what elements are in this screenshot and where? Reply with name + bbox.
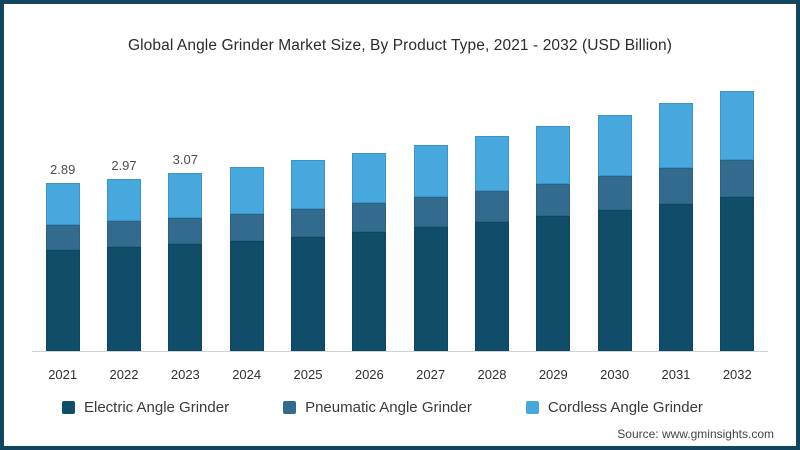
bar-segment-electric-angle-grinder bbox=[536, 216, 571, 351]
bar-segment-pneumatic-angle-grinder bbox=[720, 159, 755, 197]
bar-column-2022: 2.97 bbox=[93, 82, 154, 351]
x-axis-label: 2022 bbox=[109, 367, 139, 382]
bar-segment-cordless-angle-grinder bbox=[229, 167, 264, 214]
x-axis-label: 2027 bbox=[416, 367, 446, 382]
legend: Electric Angle Grinder Pneumatic Angle G… bbox=[62, 399, 703, 416]
stacked-bar-2032 bbox=[720, 90, 755, 351]
bar-segment-cordless-angle-grinder bbox=[720, 90, 755, 160]
x-axis-label: 2032 bbox=[722, 367, 752, 382]
bar-column-2026 bbox=[339, 82, 400, 351]
stacked-bar-2028 bbox=[474, 135, 509, 351]
stacked-bar-2029 bbox=[536, 125, 571, 351]
bar-segment-electric-angle-grinder bbox=[106, 247, 141, 351]
x-axis: 2021 2022 2023 2024 2025 2026 2027 2028 2029 2030… bbox=[32, 367, 768, 382]
legend-item-electric: Electric Angle Grinder bbox=[62, 399, 229, 416]
bar-column-2028 bbox=[461, 82, 522, 351]
bar-segment-cordless-angle-grinder bbox=[597, 114, 632, 177]
bar-segment-cordless-angle-grinder bbox=[290, 160, 325, 209]
bar-segment-pneumatic-angle-grinder bbox=[352, 203, 387, 233]
x-axis-label: 2030 bbox=[600, 367, 630, 382]
x-axis-label: 2029 bbox=[538, 367, 568, 382]
x-axis-label: 2026 bbox=[354, 367, 384, 382]
bar-segment-pneumatic-angle-grinder bbox=[597, 176, 632, 211]
x-axis-label: 2024 bbox=[232, 367, 262, 382]
bar-segment-cordless-angle-grinder bbox=[474, 135, 509, 191]
bar-segment-cordless-angle-grinder bbox=[413, 144, 448, 198]
bar-column-2030 bbox=[584, 82, 645, 351]
stacked-bar-2021 bbox=[45, 183, 80, 351]
chart-title: Global Angle Grinder Market Size, By Pro… bbox=[127, 37, 673, 54]
legend-marker-cordless-icon bbox=[525, 401, 539, 414]
legend-label: Electric Angle Grinder bbox=[84, 399, 230, 416]
stacked-bar-2027 bbox=[413, 144, 448, 351]
bar-segment-pneumatic-angle-grinder bbox=[658, 168, 693, 204]
bar-value-label: 3.07 bbox=[172, 151, 198, 167]
bar-segment-electric-angle-grinder bbox=[168, 244, 203, 351]
legend-marker-electric-icon bbox=[62, 401, 75, 414]
bar-segment-pneumatic-angle-grinder bbox=[536, 183, 571, 217]
bar-column-2024 bbox=[216, 82, 277, 351]
bar-segment-cordless-angle-grinder bbox=[45, 183, 80, 225]
bar-column-2023: 3.07 bbox=[155, 82, 216, 351]
x-axis-label: 2028 bbox=[477, 367, 507, 382]
bar-column-2025 bbox=[277, 82, 338, 351]
stacked-bar-2031 bbox=[658, 103, 693, 351]
stacked-bar-2022 bbox=[106, 178, 141, 351]
bar-segment-electric-angle-grinder bbox=[413, 227, 448, 351]
bar-segment-cordless-angle-grinder bbox=[352, 152, 387, 204]
bar-segment-cordless-angle-grinder bbox=[106, 178, 141, 222]
legend-item-cordless: Cordless Angle Grinder bbox=[525, 399, 703, 416]
x-axis-label: 2031 bbox=[661, 367, 691, 382]
source-attribution: Source: www.gminsights.com bbox=[617, 427, 774, 441]
bar-value-label: 2.97 bbox=[111, 157, 137, 173]
stacked-bar-2023 bbox=[168, 172, 203, 351]
bar-segment-electric-angle-grinder bbox=[658, 203, 693, 351]
bar-segment-pneumatic-angle-grinder bbox=[413, 197, 448, 228]
bar-column-2029 bbox=[523, 82, 584, 351]
bar-segment-electric-angle-grinder bbox=[474, 222, 509, 351]
stacked-bar-2030 bbox=[597, 114, 632, 351]
bar-segment-cordless-angle-grinder bbox=[536, 125, 571, 184]
bar-column-2021: 2.89 bbox=[32, 82, 93, 351]
bar-segment-electric-angle-grinder bbox=[720, 196, 755, 351]
bar-segment-electric-angle-grinder bbox=[597, 210, 632, 351]
bar-segment-electric-angle-grinder bbox=[290, 236, 325, 351]
x-axis-label: 2023 bbox=[170, 367, 200, 382]
x-axis-label: 2025 bbox=[293, 367, 323, 382]
bar-segment-pneumatic-angle-grinder bbox=[474, 190, 509, 223]
bar-segment-pneumatic-angle-grinder bbox=[229, 213, 264, 241]
bar-segment-pneumatic-angle-grinder bbox=[106, 221, 141, 248]
bar-column-2027 bbox=[400, 82, 461, 351]
bar-segment-electric-angle-grinder bbox=[45, 250, 80, 351]
bar-segment-electric-angle-grinder bbox=[229, 240, 264, 351]
stacked-bar-2024 bbox=[229, 167, 264, 351]
plot-area: 2.89 2.97 3.07 bbox=[32, 82, 768, 352]
bar-segment-pneumatic-angle-grinder bbox=[290, 208, 325, 237]
bar-segment-pneumatic-angle-grinder bbox=[45, 224, 80, 251]
legend-label: Cordless Angle Grinder bbox=[547, 399, 703, 416]
legend-label: Pneumatic Angle Grinder bbox=[305, 399, 472, 416]
bar-segment-cordless-angle-grinder bbox=[168, 172, 203, 218]
bar-segment-pneumatic-angle-grinder bbox=[168, 217, 203, 245]
stacked-bar-2025 bbox=[290, 160, 325, 351]
legend-item-pneumatic: Pneumatic Angle Grinder bbox=[283, 399, 472, 416]
bar-value-label: 2.89 bbox=[50, 162, 76, 178]
bar-segment-cordless-angle-grinder bbox=[658, 103, 693, 169]
stacked-bar-2026 bbox=[352, 152, 387, 351]
bar-column-2032 bbox=[707, 82, 768, 351]
legend-marker-pneumatic-icon bbox=[283, 401, 297, 414]
x-axis-label: 2021 bbox=[48, 367, 78, 382]
bar-column-2031 bbox=[645, 82, 706, 351]
bar-segment-electric-angle-grinder bbox=[352, 232, 387, 351]
